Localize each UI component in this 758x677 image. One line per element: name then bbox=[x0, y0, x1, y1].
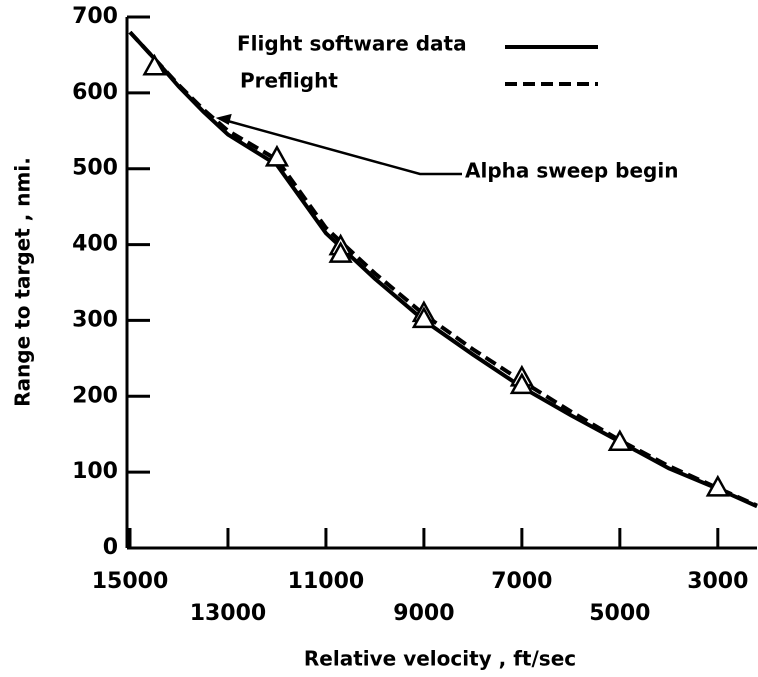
y-tick-label: 300 bbox=[72, 307, 118, 332]
series-line bbox=[128, 30, 758, 509]
legend-label: Preflight bbox=[240, 69, 338, 93]
x-tick-label: 11000 bbox=[288, 569, 365, 594]
annotation-arrow bbox=[223, 118, 462, 176]
x-tick-label: 9000 bbox=[393, 601, 454, 626]
x-tick-label: 5000 bbox=[589, 601, 650, 626]
marker bbox=[264, 144, 290, 167]
annotation: Alpha sweep begin bbox=[465, 159, 678, 183]
x-tick-label: 13000 bbox=[190, 601, 267, 626]
y-tick-label: 0 bbox=[103, 535, 118, 560]
marker bbox=[411, 306, 437, 329]
arrow-head bbox=[215, 113, 232, 125]
x-tick-label: 7000 bbox=[491, 569, 552, 594]
marker bbox=[607, 429, 632, 452]
marker bbox=[328, 241, 353, 263]
legend-label: Flight software data bbox=[237, 32, 467, 56]
y-tick-label: 700 bbox=[72, 4, 118, 29]
marker bbox=[142, 53, 167, 76]
marker bbox=[509, 372, 534, 395]
y-tick-label: 200 bbox=[72, 383, 118, 408]
y-axis-label: Range to target , nmi. bbox=[11, 157, 35, 407]
y-tick-label: 100 bbox=[72, 459, 118, 484]
x-axis-label: Relative velocity , ft/sec bbox=[304, 647, 576, 671]
marker bbox=[705, 474, 730, 497]
y-tick-label: 400 bbox=[72, 232, 118, 257]
x-tick-label: 15000 bbox=[92, 569, 169, 594]
y-tick-label: 600 bbox=[72, 80, 118, 105]
y-tick-label: 500 bbox=[72, 156, 118, 181]
x-tick-label: 3000 bbox=[687, 569, 748, 594]
series-line bbox=[128, 30, 758, 508]
